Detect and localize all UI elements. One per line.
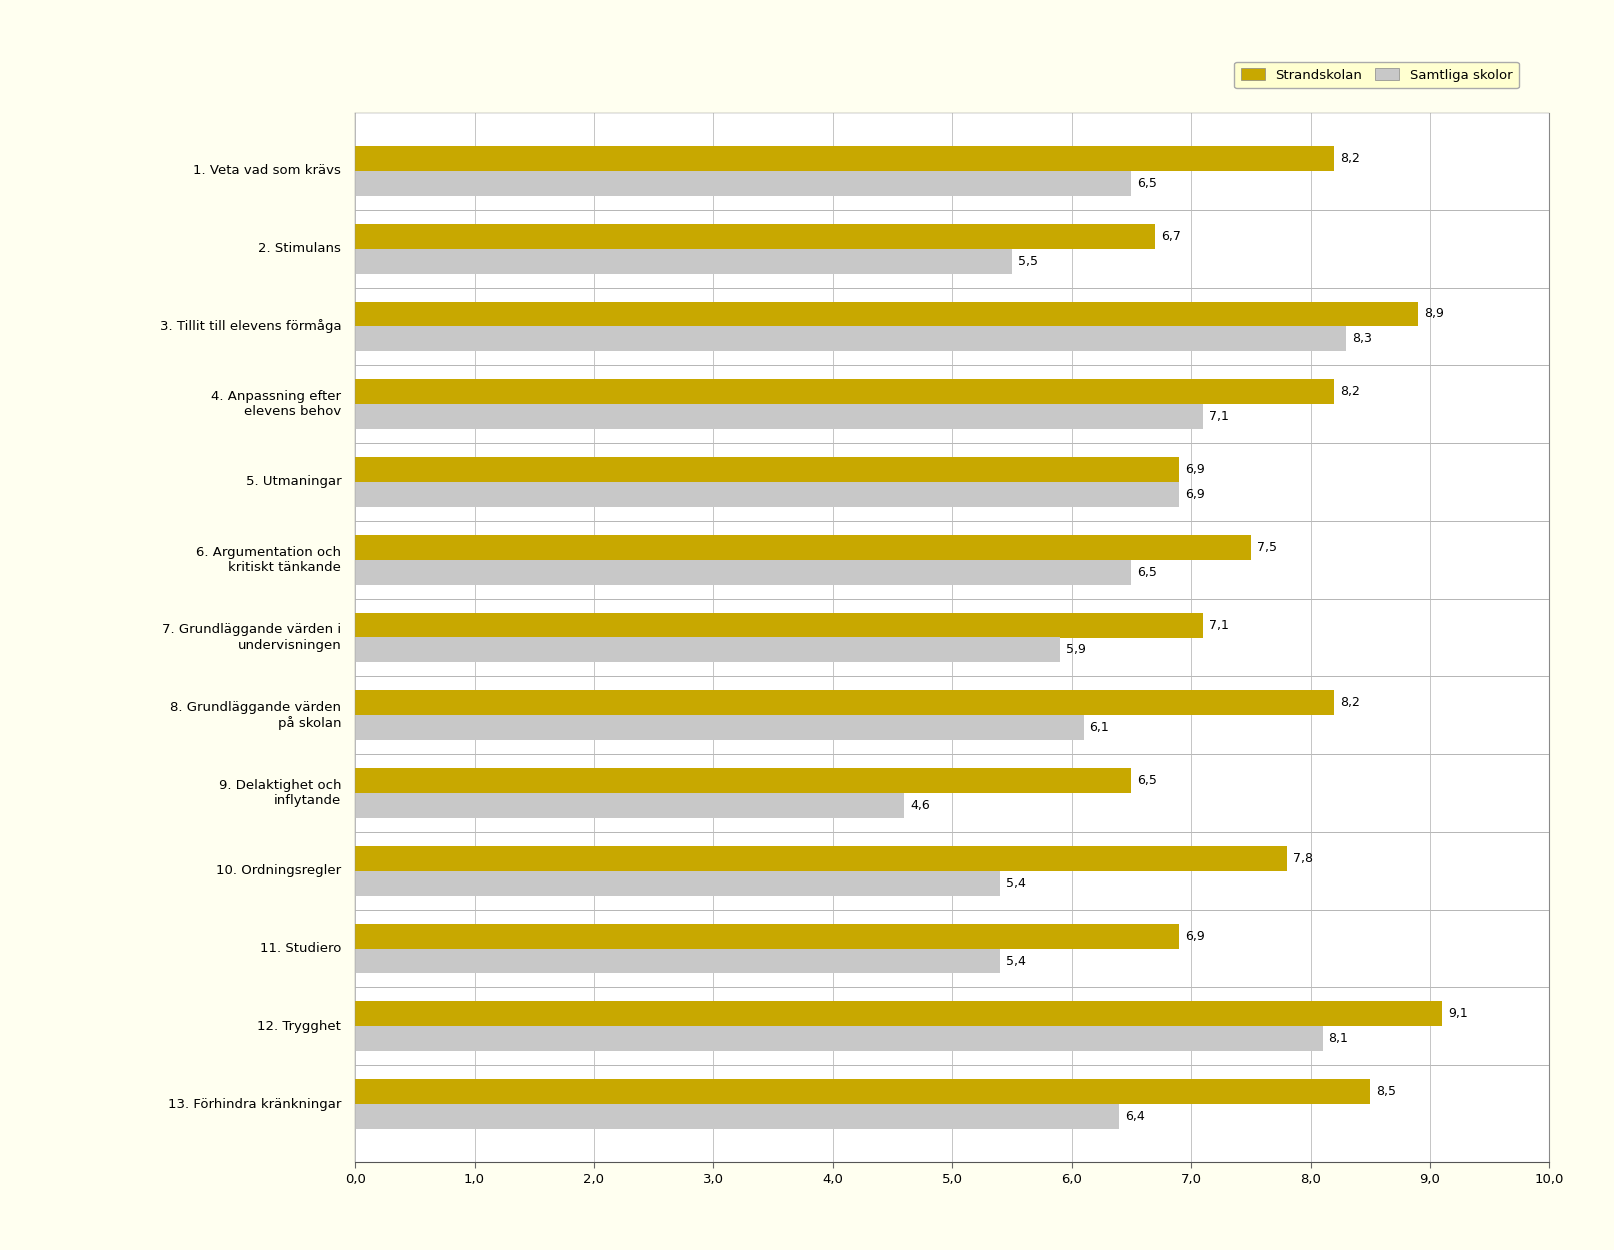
Bar: [355, 560, 1131, 585]
Text: 8,9: 8,9: [1424, 308, 1445, 320]
Bar: [355, 1079, 1370, 1104]
Text: 8,2: 8,2: [1341, 152, 1361, 165]
Bar: [355, 638, 1060, 662]
Text: 8,5: 8,5: [1377, 1085, 1396, 1099]
Text: 6,9: 6,9: [1185, 930, 1206, 942]
Bar: [355, 535, 1251, 560]
Bar: [355, 326, 1346, 351]
Bar: [355, 146, 1335, 171]
Bar: [355, 482, 1180, 506]
Bar: [355, 792, 904, 818]
Bar: [355, 379, 1335, 404]
Text: 5,4: 5,4: [1006, 876, 1027, 890]
Text: 6,7: 6,7: [1162, 230, 1181, 242]
Text: 4,6: 4,6: [910, 799, 930, 812]
Bar: [355, 1026, 1322, 1051]
Bar: [355, 249, 1012, 274]
Bar: [355, 871, 1001, 896]
Text: 6,4: 6,4: [1125, 1110, 1146, 1122]
Text: 8,1: 8,1: [1328, 1032, 1348, 1045]
Text: 6,9: 6,9: [1185, 488, 1206, 501]
Bar: [355, 690, 1335, 715]
Text: 7,8: 7,8: [1293, 853, 1312, 865]
Text: 7,5: 7,5: [1257, 541, 1277, 554]
Text: 6,9: 6,9: [1185, 462, 1206, 476]
Bar: [355, 769, 1131, 792]
Bar: [355, 612, 1202, 638]
Text: 7,1: 7,1: [1209, 619, 1228, 631]
Bar: [355, 404, 1202, 429]
Bar: [355, 846, 1286, 871]
Text: 7,1: 7,1: [1209, 410, 1228, 422]
Text: 6,5: 6,5: [1138, 176, 1157, 190]
Legend: Strandskolan, Samtliga skolor: Strandskolan, Samtliga skolor: [1235, 61, 1519, 89]
Bar: [355, 1104, 1120, 1129]
Text: 6,1: 6,1: [1089, 721, 1109, 734]
Text: 9,1: 9,1: [1448, 1008, 1467, 1020]
Bar: [355, 171, 1131, 196]
Bar: [355, 949, 1001, 974]
Bar: [355, 924, 1180, 949]
Text: 6,5: 6,5: [1138, 774, 1157, 788]
Text: 5,5: 5,5: [1018, 255, 1038, 268]
Text: 8,2: 8,2: [1341, 385, 1361, 399]
Text: 8,3: 8,3: [1353, 332, 1372, 345]
Bar: [355, 224, 1156, 249]
Bar: [355, 458, 1180, 482]
Bar: [355, 301, 1419, 326]
Bar: [355, 715, 1083, 740]
Bar: [355, 1001, 1441, 1026]
Text: 8,2: 8,2: [1341, 696, 1361, 709]
Text: 5,9: 5,9: [1065, 644, 1086, 656]
Text: 6,5: 6,5: [1138, 566, 1157, 579]
Text: 5,4: 5,4: [1006, 955, 1027, 968]
